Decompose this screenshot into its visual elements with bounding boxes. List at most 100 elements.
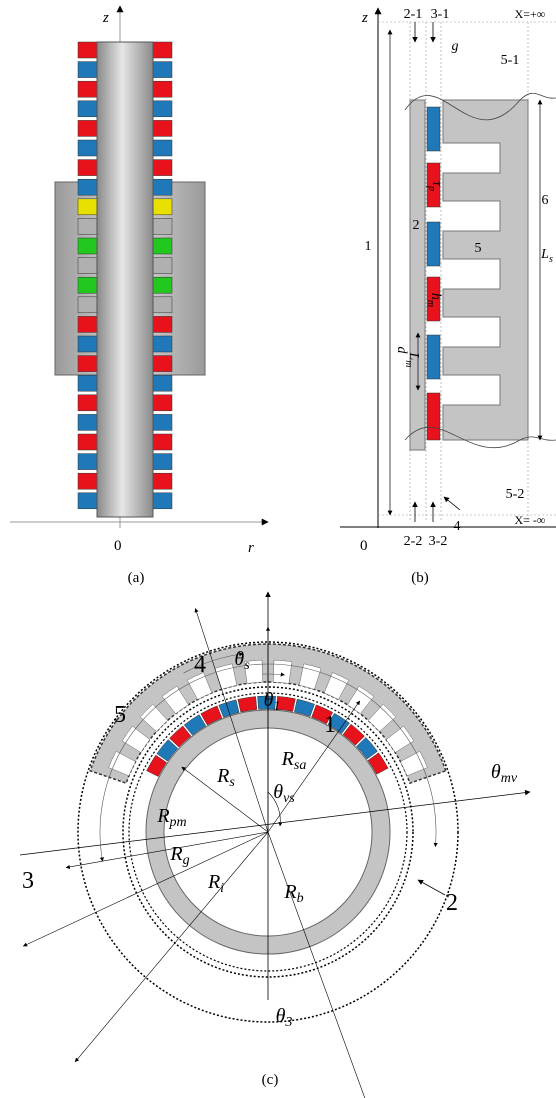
label-b-sub: m xyxy=(403,360,414,367)
coil xyxy=(153,414,172,430)
caption-c: (c) xyxy=(262,1072,279,1088)
label-c-sub: pm xyxy=(169,815,187,830)
label-b-text: X=+∞ xyxy=(515,7,546,21)
label-c: θ1 xyxy=(264,689,281,714)
caption-b: (b) xyxy=(411,570,429,586)
label-b: 3-2 xyxy=(429,534,448,549)
label-c: Rg xyxy=(169,843,189,868)
coil xyxy=(153,42,172,58)
label-b: Ls xyxy=(540,247,553,265)
label-b-text: 3-1 xyxy=(431,7,450,22)
label-b: 2-1 xyxy=(404,7,423,22)
label-c-text: R xyxy=(283,881,296,903)
coil xyxy=(153,101,172,117)
coil xyxy=(153,218,172,234)
label-b-text: 3-2 xyxy=(429,534,448,549)
magnet xyxy=(238,697,257,712)
label-c: Rsa xyxy=(281,748,307,773)
label-b-text: 6 xyxy=(542,193,549,208)
label-c-text: θ xyxy=(264,689,274,711)
label-b: 1 xyxy=(365,239,372,254)
label-c-sub: i xyxy=(220,881,224,896)
coil xyxy=(78,42,97,58)
coil xyxy=(78,238,97,254)
label-c: Ri xyxy=(207,871,224,896)
coil xyxy=(78,218,97,234)
coil xyxy=(78,277,97,293)
label-b: 5 xyxy=(475,241,482,256)
label-b: 5-2 xyxy=(506,487,525,502)
label-c-sub: s xyxy=(244,658,250,673)
coil xyxy=(78,375,97,391)
magnet xyxy=(427,107,440,151)
label-c-text: 3 xyxy=(22,868,34,894)
coil xyxy=(78,140,97,156)
label-c: 2 xyxy=(446,890,458,916)
label-c-text: R xyxy=(169,843,182,865)
coil xyxy=(78,81,97,97)
coil xyxy=(78,395,97,411)
label-c-sub: b xyxy=(297,891,304,906)
coil xyxy=(78,336,97,352)
label-c: θ3 xyxy=(276,1005,293,1030)
rotor-bar xyxy=(410,100,425,450)
label-b: X= -∞ xyxy=(515,513,546,527)
magnet xyxy=(427,335,440,379)
label-b: 3-1 xyxy=(431,7,450,22)
slot xyxy=(273,660,292,683)
label-b-text: 2-2 xyxy=(404,534,423,549)
label-c-sub: 1 xyxy=(273,699,280,714)
label-b-text: 5 xyxy=(475,241,482,256)
caption-a: (a) xyxy=(128,570,145,586)
coil xyxy=(78,454,97,470)
coil xyxy=(153,356,172,372)
label-b-sub: p xyxy=(426,185,437,191)
label-b-text: L xyxy=(540,247,549,262)
label-b: g xyxy=(452,39,459,54)
label-c-text: θ xyxy=(276,1005,286,1027)
label-b-text: g xyxy=(452,39,459,54)
label-c-sub: g xyxy=(183,853,190,868)
coil xyxy=(78,356,97,372)
origin-b: 0 xyxy=(360,538,368,554)
label-b-text: h xyxy=(428,293,443,300)
label-b: 5-1 xyxy=(501,53,520,68)
label-c-text: θ xyxy=(273,781,283,803)
z-axis-label-b: z xyxy=(361,10,368,26)
label-b: d xyxy=(394,347,409,355)
coil xyxy=(153,316,172,332)
label-b-sub: s xyxy=(549,254,553,265)
coil xyxy=(153,160,172,176)
label-c-text: 4 xyxy=(194,652,206,678)
label-c-text: θ xyxy=(491,761,501,783)
label-c-text: R xyxy=(207,871,220,893)
magnet xyxy=(427,393,440,440)
label-c-text: R xyxy=(216,765,229,787)
coil xyxy=(153,179,172,195)
label-c-sub: s xyxy=(229,775,235,790)
coil xyxy=(78,316,97,332)
label-b: 4 xyxy=(454,519,461,534)
label-c: 4 xyxy=(194,652,206,678)
coil xyxy=(153,395,172,411)
coil xyxy=(153,277,172,293)
label-b: X=+∞ xyxy=(515,7,546,21)
coil xyxy=(78,258,97,274)
label-b-text: 1 xyxy=(365,239,372,254)
coil xyxy=(153,454,172,470)
pointer xyxy=(444,497,460,510)
label-c-text: θ xyxy=(234,648,244,670)
coil xyxy=(153,81,172,97)
coil xyxy=(153,199,172,215)
coil xyxy=(153,62,172,78)
label-b-text: X= -∞ xyxy=(515,513,546,527)
label-c-sub: sa xyxy=(294,758,306,773)
label-c: θmv xyxy=(491,761,518,786)
coil xyxy=(153,434,172,450)
coil xyxy=(78,493,97,509)
label-b: 6 xyxy=(542,193,549,208)
label-c-sub: 3 xyxy=(284,1015,292,1030)
label-c: Rs xyxy=(216,765,235,790)
label-b-text: 5-1 xyxy=(501,53,520,68)
label-c-text: 2 xyxy=(446,890,458,916)
